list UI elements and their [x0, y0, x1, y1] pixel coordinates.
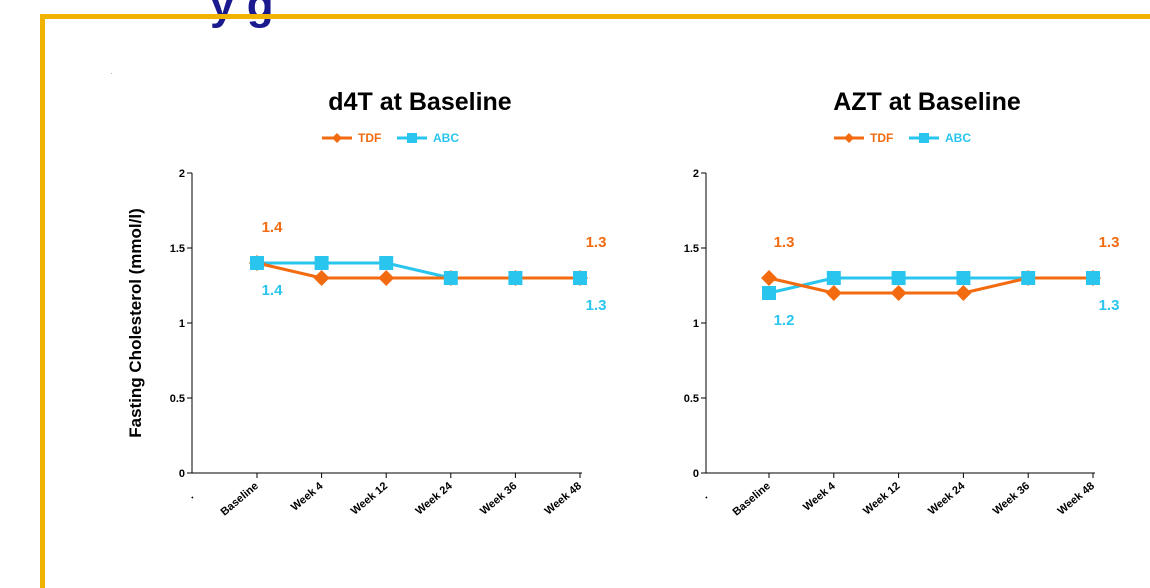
legend-label-abc: ABC [945, 131, 971, 145]
x-tick-label: Week 4 [289, 480, 326, 514]
x-origin-label: . [699, 491, 710, 502]
x-tick-label: Week 36 [991, 480, 1032, 517]
data-label-tdf: 1.3 [774, 234, 795, 251]
y-tick-label: 1.5 [170, 243, 185, 255]
point-abc [379, 256, 394, 270]
x-tick-label: Baseline [731, 480, 773, 518]
data-label-abc: 1.2 [774, 312, 795, 329]
x-origin-label: . [185, 491, 196, 502]
point-abc [508, 271, 523, 285]
point-abc [314, 256, 329, 270]
point-tdf [313, 270, 330, 286]
y-tick-label: 0.5 [684, 393, 699, 405]
point-abc [762, 286, 776, 300]
x-tick-label: Week 12 [861, 480, 902, 517]
x-tick-label: Week 48 [543, 480, 584, 517]
x-tick-label: Week 48 [1056, 480, 1097, 517]
point-tdf [378, 270, 395, 286]
chart-2: AZT at Baseline TDF ABC 0 0.5 1 1.5 2. Baseline W… [684, 88, 1120, 518]
series-line-tdf [768, 276, 1093, 295]
frame-top-border [40, 14, 1150, 19]
x-tick-label: Week 12 [349, 480, 390, 517]
y-tick-label: 1.5 [684, 243, 699, 255]
point-abc [891, 271, 906, 285]
data-label-tdf: 1.3 [586, 234, 607, 251]
point-tdf [890, 285, 907, 301]
chart-title: AZT at Baseline [833, 88, 1021, 116]
legend-label-tdf: TDF [358, 131, 381, 145]
point-abc [250, 256, 264, 270]
frame-left-border [40, 14, 45, 588]
y-tick-label: 2 [179, 168, 185, 180]
point-abc [573, 271, 587, 285]
point-abc [826, 271, 841, 285]
legend-label-abc: ABC [433, 131, 459, 145]
y-tick-label: 1 [179, 318, 185, 330]
data-label-tdf: 1.4 [262, 219, 284, 236]
point-abc [956, 271, 971, 285]
y-tick-label: 0.5 [170, 393, 185, 405]
point-abc [1086, 271, 1100, 285]
x-tick-label: Week 24 [413, 480, 455, 518]
point-tdf [955, 285, 972, 301]
stray-mark: . [111, 70, 113, 76]
y-tick-label: 1 [693, 318, 699, 330]
series-line-tdf [256, 261, 580, 280]
y-tick-label: 0 [693, 468, 699, 480]
data-label-abc: 1.4 [262, 282, 284, 299]
legend-label-tdf: TDF [870, 131, 893, 145]
y-axis-label: Fasting Cholesterol (mmol/l) [126, 208, 145, 438]
point-tdf [761, 270, 777, 286]
x-tick-label: Week 36 [478, 480, 519, 517]
x-tick-label: Baseline [219, 480, 261, 518]
point-abc [1021, 271, 1036, 285]
x-tick-label: Week 24 [926, 480, 968, 518]
point-tdf [825, 285, 842, 301]
chart-1: d4T at Baseline TDF ABC 0 0.5 1 1.5 2 Fasting Ch… [126, 88, 606, 518]
point-abc [443, 271, 458, 285]
x-tick-label: Week 4 [801, 480, 838, 514]
y-tick-label: 2 [693, 168, 699, 180]
legend-marker-abc [919, 133, 929, 143]
legend-marker-tdf [332, 133, 342, 143]
data-label-abc: 1.3 [586, 297, 607, 314]
legend-marker-tdf [844, 133, 854, 143]
data-label-abc: 1.3 [1099, 297, 1120, 314]
y-tick-label: 0 [179, 468, 185, 480]
chart-title: d4T at Baseline [328, 88, 511, 116]
legend-marker-abc [407, 133, 417, 143]
data-label-tdf: 1.3 [1099, 234, 1120, 251]
